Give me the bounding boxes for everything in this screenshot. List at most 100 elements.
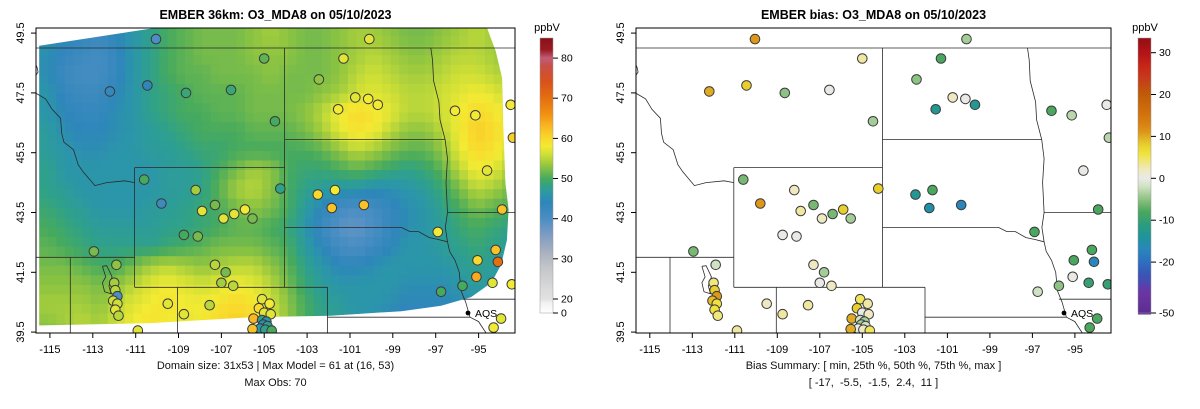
station-dot <box>947 92 959 103</box>
colorbar-unit-label: ppbV <box>534 22 560 34</box>
station-dot <box>132 325 144 333</box>
station-dot <box>1032 286 1044 298</box>
model-caption-line2: Max Obs: 70 <box>244 377 307 389</box>
y-axis: 39.5 41.5 43.5 45.5 47.5 49.5 <box>615 22 636 343</box>
bias-map-panel: AQS -115 -113 -111 -109 -107 -105 -103 -101 -99 -9… <box>615 22 1174 356</box>
x-axis: -115 -113 -111 -109 -107 -105 -103 -101 -99 -97 -9… <box>639 333 1083 356</box>
station-dot <box>156 198 167 209</box>
aqs-legend: AQS <box>1061 308 1093 320</box>
model-map-content: AQS <box>36 28 515 333</box>
x-tick-label: -109 <box>167 344 189 356</box>
station-dot <box>1101 99 1111 111</box>
station-dot <box>104 86 116 97</box>
y-tick-label: 41.5 <box>15 262 27 283</box>
station-dot <box>816 213 828 224</box>
station-dot <box>496 204 508 215</box>
x-tick-label: -107 <box>210 344 232 356</box>
x-axis: -115 -113 -111 -109 -107 -105 -103 -101 -99 -97 -9… <box>39 333 487 356</box>
station-dot <box>487 277 498 289</box>
station-dot <box>802 299 814 311</box>
station-dot <box>924 202 935 214</box>
station-dot <box>867 116 879 127</box>
station-dot <box>749 33 761 45</box>
x-tick-label: -99 <box>385 344 401 356</box>
x-tick-label: -97 <box>1024 344 1040 356</box>
aqs-legend: AQS <box>465 308 497 320</box>
station-dot <box>218 213 229 224</box>
colorbar-tick-label: 80 <box>561 53 573 65</box>
station-dot <box>435 286 447 298</box>
station-dot <box>927 184 938 196</box>
station-dot <box>777 308 788 320</box>
x-tick-label: -97 <box>428 344 444 356</box>
station-dot <box>824 84 835 96</box>
station-dot <box>312 189 324 200</box>
station-dot <box>495 313 507 324</box>
x-tick-label: -105 <box>253 344 275 356</box>
station-dot <box>196 205 208 217</box>
station-dot <box>818 267 830 278</box>
x-tick-label: -95 <box>1067 344 1083 356</box>
station-dot <box>845 323 856 333</box>
station-dot <box>873 183 884 194</box>
station-dot <box>227 280 239 292</box>
station-dot <box>190 184 201 196</box>
station-dot <box>269 116 281 127</box>
bias-caption-line1: Bias Summary: [ min, 25th %, 50th %, 75t… <box>745 360 1002 372</box>
station-dot <box>1066 110 1078 121</box>
x-tick-label: -109 <box>766 344 788 356</box>
x-tick-label: -105 <box>851 344 873 356</box>
station-dot <box>88 246 100 257</box>
bias-map-content: AQS <box>636 33 1111 333</box>
station-dot <box>837 204 849 215</box>
station-dot <box>1067 271 1079 283</box>
station-dot <box>492 256 504 268</box>
station-dot <box>178 229 190 241</box>
bias-map-title: EMBER bias: O3_MDA8 on 05/10/2023 <box>760 8 987 22</box>
station-dot <box>266 325 277 333</box>
station-dot <box>712 310 724 322</box>
station-dot <box>220 267 231 278</box>
station-dot <box>710 259 721 271</box>
station-dot <box>449 105 461 117</box>
x-tick-label: -111 <box>725 344 745 356</box>
station-dot <box>472 254 483 266</box>
station-dot <box>507 132 515 143</box>
station-dot <box>225 84 237 96</box>
station-dot <box>1078 165 1089 176</box>
station-dot <box>935 53 947 64</box>
station-dot <box>326 202 338 214</box>
station-dot <box>362 93 374 105</box>
station-dot <box>688 246 699 257</box>
station-dot <box>1092 204 1104 215</box>
station-dot <box>1103 132 1111 143</box>
y-tick-label: 39.5 <box>615 321 627 342</box>
colorbar-tick-label: 40 <box>561 213 573 225</box>
domain-clip-mask <box>36 28 515 333</box>
station-dot <box>862 298 874 310</box>
station-dot <box>910 189 921 200</box>
x-tick-label: -103 <box>296 344 318 356</box>
station-dot <box>955 199 967 211</box>
station-dots <box>88 33 515 333</box>
station-dot <box>204 299 215 311</box>
station-dot <box>808 199 819 211</box>
station-dot <box>777 229 788 241</box>
x-tick-label: -99 <box>982 344 998 356</box>
x-tick-label: -115 <box>639 344 660 356</box>
x-tick-label: -113 <box>82 344 103 356</box>
x-tick-label: -101 <box>339 344 361 356</box>
colorbar-tick-label: 20 <box>561 294 573 306</box>
great-salt-lake-outline <box>101 265 113 295</box>
station-dot <box>372 99 384 111</box>
station-dot <box>795 205 806 217</box>
colorbar-tick-label: 30 <box>561 253 573 265</box>
x-tick-label: -111 <box>126 344 146 356</box>
plot-frame <box>35 27 516 334</box>
colorbar-tick-label: 70 <box>561 93 573 105</box>
station-dot <box>1053 280 1065 292</box>
station-dot <box>239 204 251 215</box>
station-dot <box>247 213 258 224</box>
y-tick-label: 39.5 <box>15 321 27 342</box>
